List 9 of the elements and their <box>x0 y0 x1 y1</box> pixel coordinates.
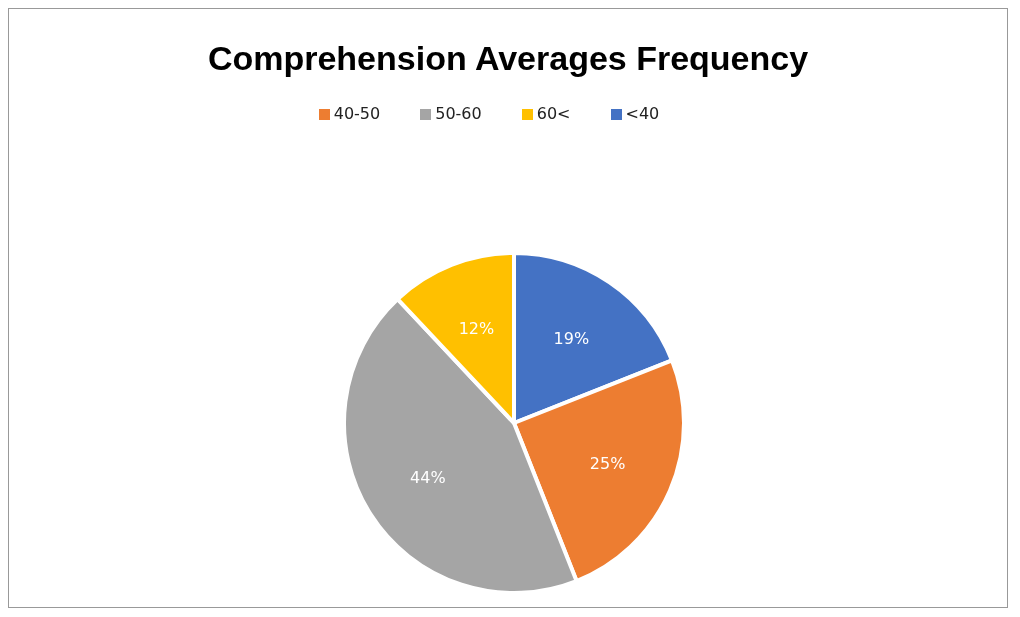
data-label: 12% <box>458 318 495 338</box>
chart-title: Comprehension Averages Frequency <box>206 39 810 79</box>
legend-label: 50-60 <box>435 104 482 123</box>
legend-label: 60< <box>536 104 571 123</box>
data-label: 25% <box>589 454 626 474</box>
data-label: 44% <box>410 468 446 488</box>
legend-label: 40-50 <box>333 104 381 123</box>
data-label: 19% <box>553 329 590 349</box>
legend-label: <40 <box>625 104 660 123</box>
